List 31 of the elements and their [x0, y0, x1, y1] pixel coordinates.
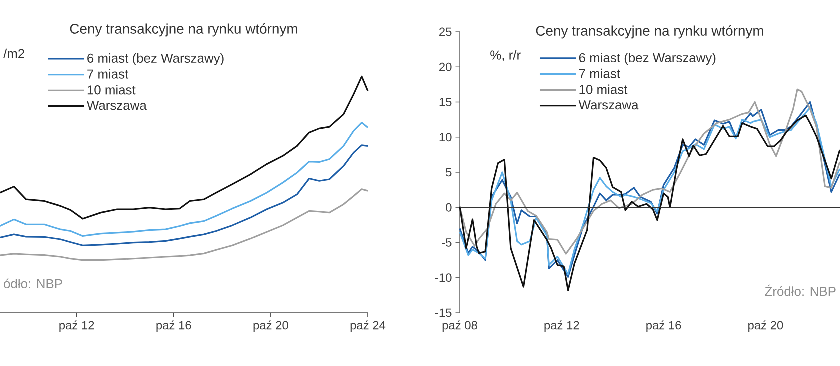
legend-label: 7 miast	[88, 69, 129, 79]
y-tick-label: -15	[435, 308, 452, 318]
legend-label: 6 miast (bez Warszawy)	[579, 53, 716, 66]
chart-title: Ceny transakcyjne na rynku wtórnym	[70, 24, 298, 37]
legend-label: 7 miast	[579, 68, 620, 78]
y-tick-label: 0	[446, 203, 452, 212]
x-tick-label: paź 16	[646, 320, 682, 332]
annotation: Źródło: NBP	[765, 284, 836, 296]
legend-label: 10 miast	[580, 84, 628, 94]
legend-label: Warszawa	[578, 100, 639, 110]
legend-label: 10 miast	[88, 85, 136, 95]
y-tick-label: 5	[446, 168, 452, 177]
y-axis-title: %, r/r	[490, 50, 521, 62]
y-tick-label: 20	[440, 62, 452, 72]
y-tick-label: 10	[440, 133, 452, 142]
y-tick-label: 25	[440, 28, 452, 36]
y-axis-title: /m2	[4, 48, 24, 58]
y-tick-label: -5	[442, 238, 452, 247]
chart-title: Ceny transakcyjne na rynku wtórnym	[536, 26, 764, 39]
x-tick-label: paź 24	[350, 320, 386, 332]
x-tick-label: paź 16	[156, 320, 192, 332]
legend-label: 6 miast (bez Warszawy)	[88, 53, 224, 66]
x-tick-label: paź 12	[60, 320, 94, 332]
x-tick-label: paź 12	[544, 320, 580, 332]
x-tick-label: paź 20	[254, 320, 288, 332]
x-tick-label: paź 08	[442, 320, 478, 332]
legend-label: Warszawa	[86, 101, 147, 110]
x-tick-label: paź 20	[748, 320, 784, 332]
annotation: ódło: NBP	[4, 278, 62, 289]
y-tick-label: -10	[435, 274, 452, 282]
y-tick-label: 15	[440, 98, 452, 106]
